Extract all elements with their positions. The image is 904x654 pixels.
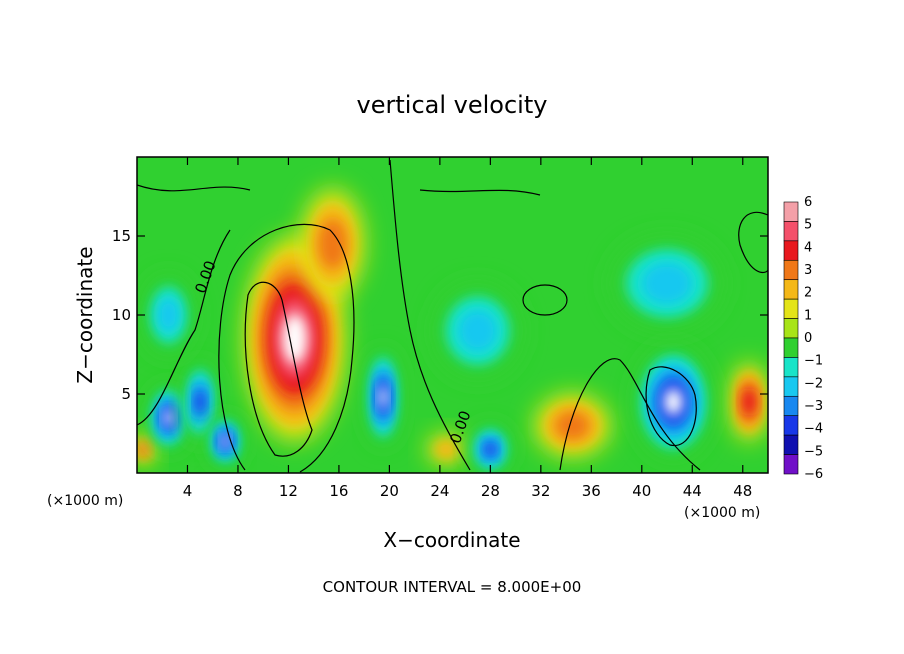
downdraft-cell-14 xyxy=(143,275,194,355)
field-level-4 xyxy=(742,388,756,416)
colorbar-swatch-9 xyxy=(783,376,799,397)
updraft-cell-5 xyxy=(137,433,156,466)
field-level--6 xyxy=(664,388,683,416)
colorbar-label-5: 5 xyxy=(804,218,812,233)
field-level-3 xyxy=(137,442,149,457)
velocity-field xyxy=(137,188,768,473)
field-level--5 xyxy=(484,442,496,457)
field-level--3 xyxy=(157,297,180,333)
x-tick-label-44: 44 xyxy=(683,482,702,500)
downdraft-cell-10 xyxy=(209,417,242,466)
downdraft-cell-9 xyxy=(184,362,216,442)
contour-zero-left xyxy=(137,229,231,426)
colorbar-swatch-5 xyxy=(783,298,799,319)
field-level--3 xyxy=(458,309,498,352)
zero-contours xyxy=(137,159,768,473)
field-level-3 xyxy=(555,411,590,440)
contour-cell-right xyxy=(645,366,697,447)
x-tick-label-4: 4 xyxy=(183,482,193,500)
field-level--6 xyxy=(221,435,230,448)
contour-interval-note: CONTOUR INTERVAL = 8.000E+00 xyxy=(323,578,582,596)
colorbar-label-0: 0 xyxy=(804,331,812,346)
colorbar-label-3: 3 xyxy=(804,263,812,278)
colorbar-label-1: 1 xyxy=(804,308,812,323)
colorbar-swatch-4 xyxy=(783,279,799,300)
colorbar-swatch-1 xyxy=(783,221,799,242)
updraft-cell-1 xyxy=(301,188,365,300)
x-axis-ticks: 4 8 12 16 20 24 28 32 36 40 44 48 xyxy=(183,157,752,500)
x-unit-label-right: (×1000 m) xyxy=(684,505,760,521)
y-tick-label-15: 15 xyxy=(112,227,131,245)
x-tick-label-20: 20 xyxy=(380,482,399,500)
contour-cell-small xyxy=(522,284,568,316)
updraft-cell-4 xyxy=(427,433,466,466)
colorbar-label--1: −1 xyxy=(804,354,823,369)
colorbar-label--6: −6 xyxy=(804,467,823,482)
x-tick-label-48: 48 xyxy=(733,482,752,500)
colorbar-swatch-6 xyxy=(783,318,799,339)
contour-high-updraft xyxy=(244,281,313,457)
contour-zero-middle xyxy=(389,159,471,471)
colorbar-swatch-0 xyxy=(783,201,799,222)
colorbar: 6 5 4 3 2 1 0 −1 −2 −3 −4 −5 −6 xyxy=(783,195,823,482)
updraft-cell-3 xyxy=(730,362,768,442)
y-axis-ticks: 5 10 15 xyxy=(112,227,768,403)
x-tick-label-28: 28 xyxy=(481,482,500,500)
colorbar-label-4: 4 xyxy=(804,240,812,255)
colorbar-swatch-3 xyxy=(783,259,799,281)
field-level--5 xyxy=(195,390,205,414)
colorbar-swatch-8 xyxy=(783,357,799,378)
colorbar-swatch-2 xyxy=(783,240,799,261)
colorbar-swatch-7 xyxy=(783,337,799,358)
contour-zero-updraft xyxy=(218,223,355,473)
colorbar-label-2: 2 xyxy=(804,286,812,301)
downdraft-cell-11 xyxy=(471,425,510,473)
x-tick-label-12: 12 xyxy=(279,482,298,500)
y-tick-label-10: 10 xyxy=(112,306,131,324)
updraft-cell-0 xyxy=(244,236,346,442)
colorbar-swatch-10 xyxy=(783,395,799,417)
colorbar-swatch-12 xyxy=(783,434,799,455)
plot-area: 0.000.00 xyxy=(136,156,769,474)
x-tick-label-16: 16 xyxy=(329,482,348,500)
x-tick-label-40: 40 xyxy=(632,482,651,500)
field-level--6 xyxy=(379,385,387,409)
x-tick-label-8: 8 xyxy=(233,482,243,500)
colorbar-swatch-13 xyxy=(783,454,799,475)
downdraft-cell-8 xyxy=(149,386,188,450)
x-axis-label: X−coordinate xyxy=(383,528,520,552)
x-tick-label-36: 36 xyxy=(582,482,601,500)
downdraft-cell-12 xyxy=(610,236,724,331)
colorbar-label--5: −5 xyxy=(804,444,823,459)
chart-title: vertical velocity xyxy=(357,91,548,119)
y-tick-label-5: 5 xyxy=(121,385,131,403)
colorbar-label-6: 6 xyxy=(804,195,812,210)
colorbar-label--2: −2 xyxy=(804,376,823,391)
colorbar-label--3: −3 xyxy=(804,399,823,414)
downdraft-cell-13 xyxy=(433,283,522,379)
x-tick-label-32: 32 xyxy=(531,482,550,500)
field-level--6 xyxy=(163,410,174,426)
downdraft-cell-7 xyxy=(367,349,399,445)
field-level--3 xyxy=(641,262,693,305)
contour-right-edge xyxy=(738,211,768,274)
colorbar-swatch-11 xyxy=(783,415,799,436)
updraft-cell-2 xyxy=(534,394,611,458)
y-axis-label: Z−coordinate xyxy=(73,246,97,383)
field-level-2 xyxy=(434,439,458,460)
field-level-6 xyxy=(282,313,307,364)
colorbar-label--4: −4 xyxy=(804,422,823,437)
field-level-3 xyxy=(318,219,347,269)
x-tick-label-24: 24 xyxy=(430,482,449,500)
contour-zero-upper xyxy=(137,184,541,196)
contour-zero-right xyxy=(559,358,701,471)
x-unit-label-left: (×1000 m) xyxy=(47,493,123,509)
